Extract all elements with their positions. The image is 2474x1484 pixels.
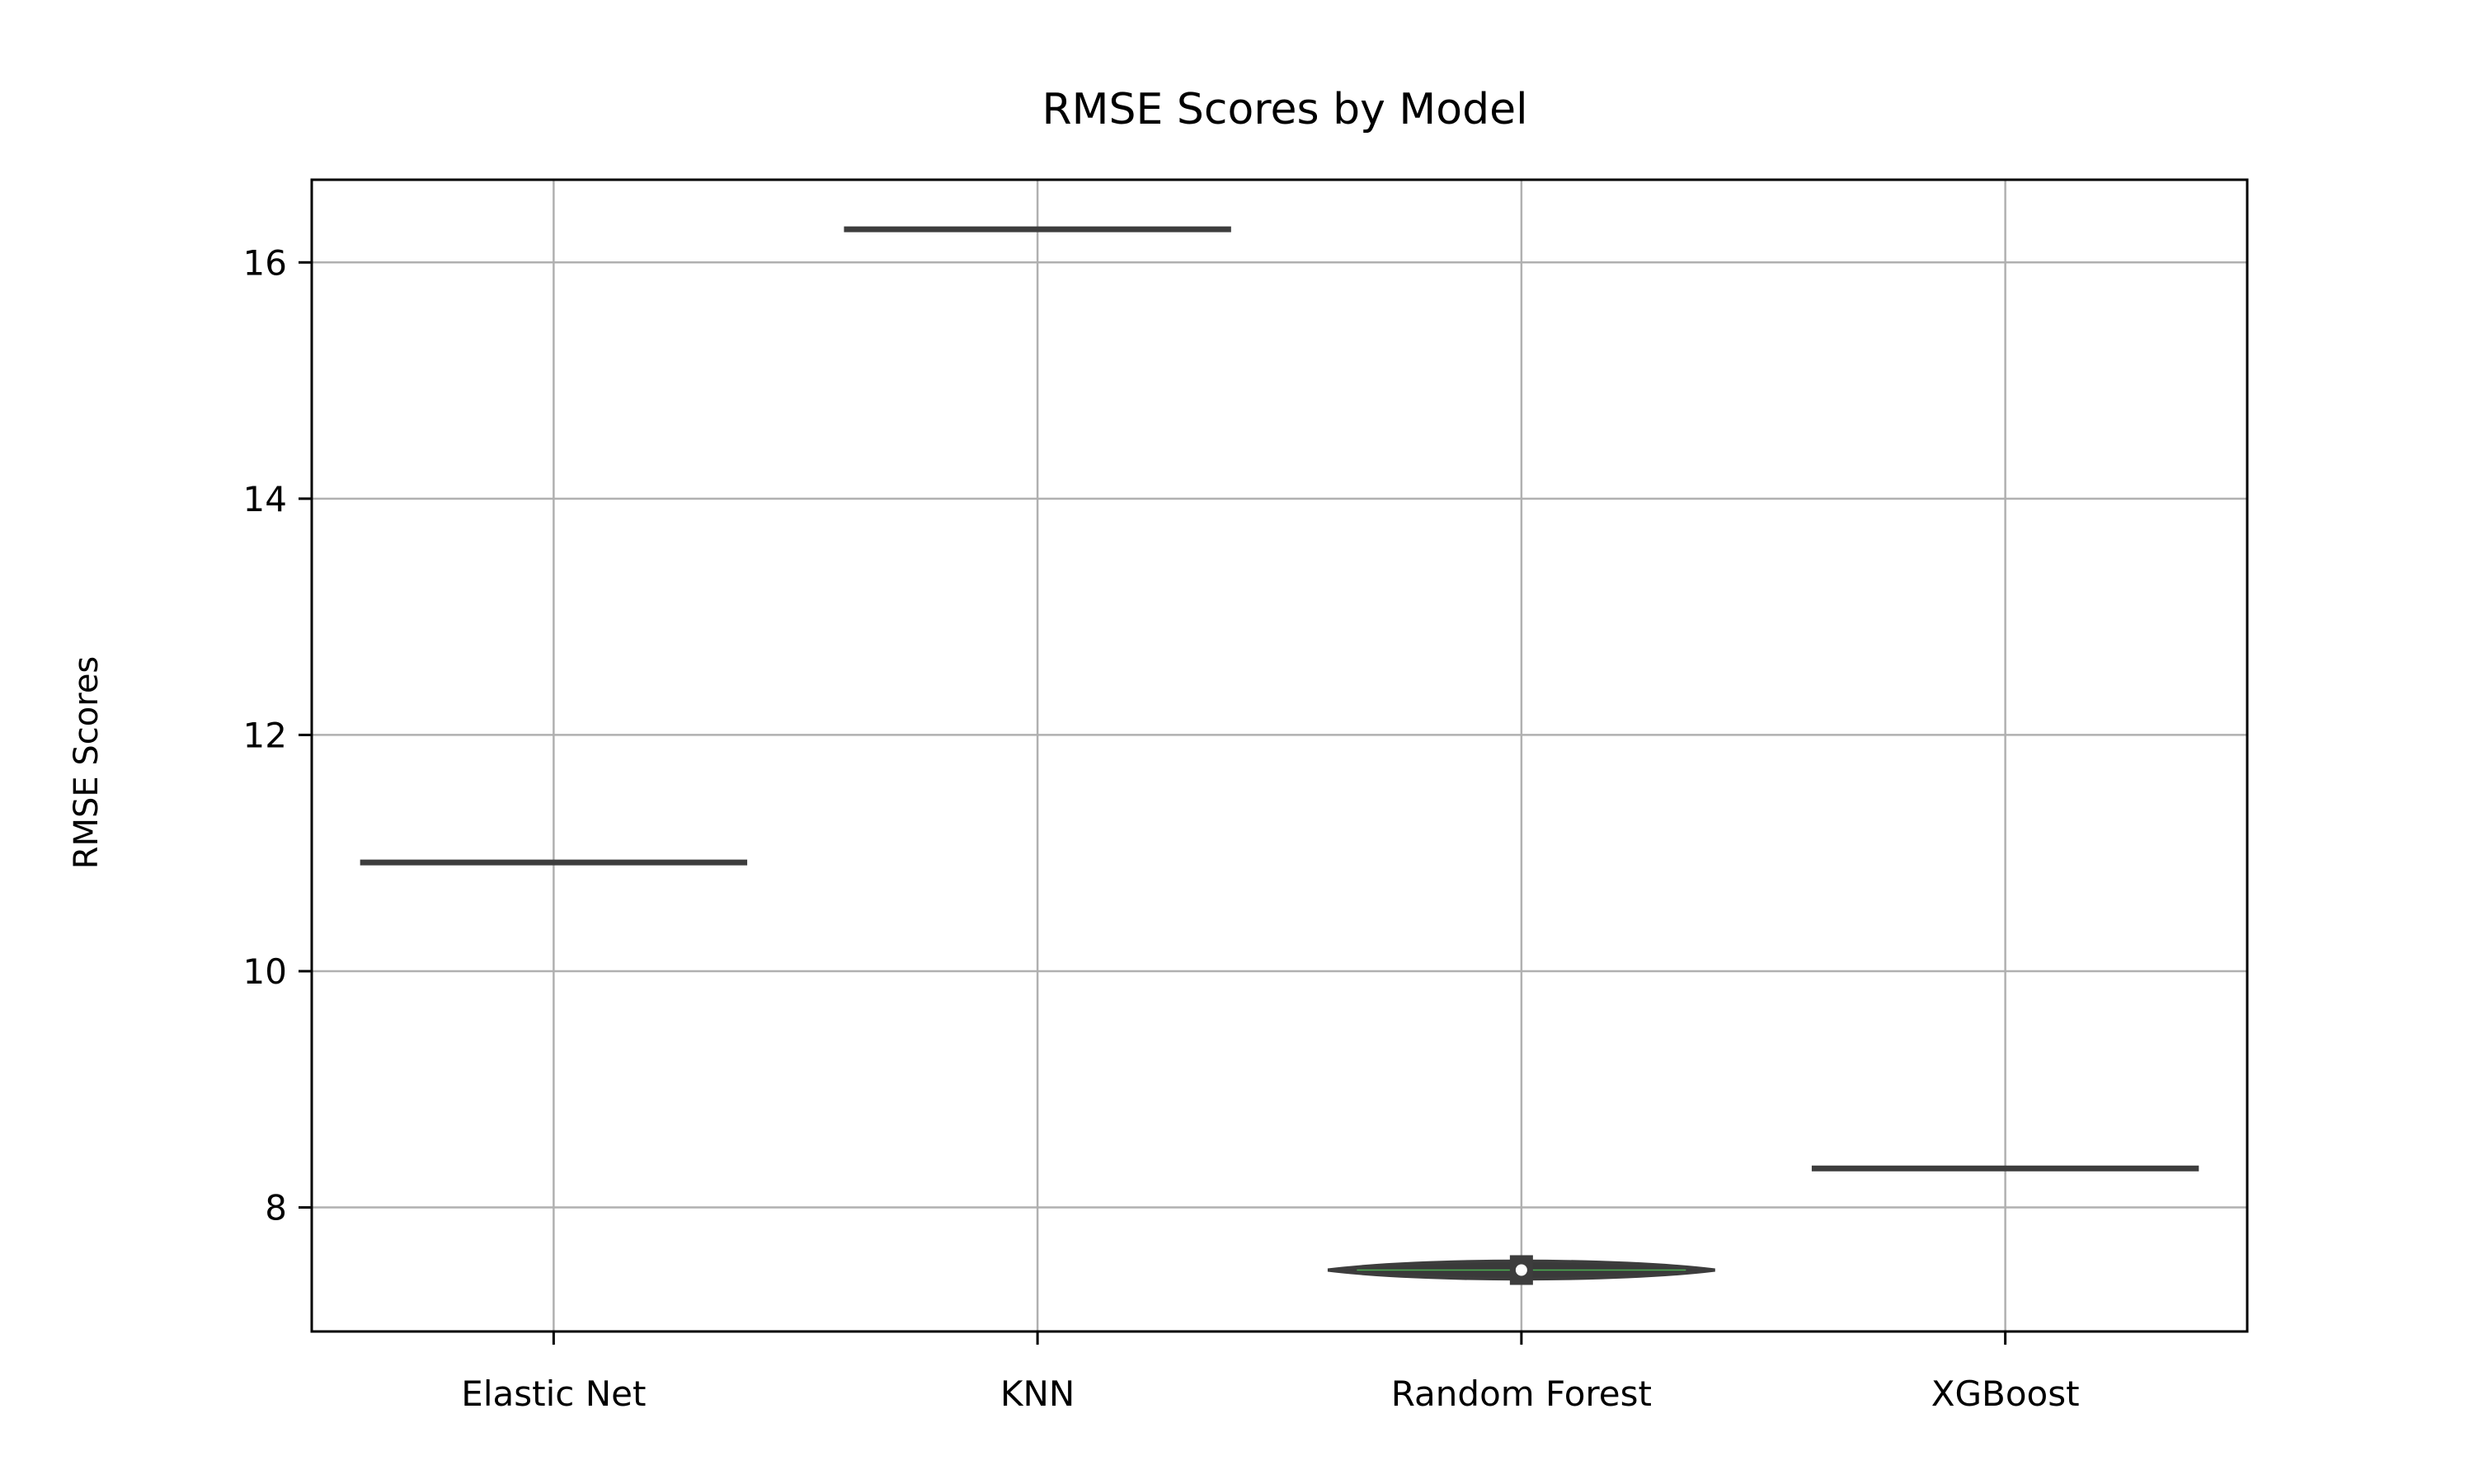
y-tick: 12 [243, 715, 312, 755]
x-tick: XGBoost [1931, 1331, 2080, 1414]
chart-title: RMSE Scores by Model [1042, 85, 1527, 134]
x-tick: Random Forest [1391, 1331, 1652, 1414]
y-axis-label: RMSE Scores [68, 656, 106, 870]
x-tick-label: XGBoost [1931, 1374, 2080, 1414]
y-axis-ticks: 8 10 12 14 16 [243, 242, 312, 1228]
plot-frame [310, 178, 2249, 1333]
y-tick: 14 [243, 479, 312, 519]
x-tick-label: KNN [1000, 1374, 1075, 1414]
grid-lines [312, 180, 2247, 1331]
x-tick-label: Elastic Net [461, 1374, 646, 1414]
y-tick: 16 [243, 242, 312, 283]
violin-marks [360, 226, 2199, 1285]
y-tick: 10 [243, 951, 312, 992]
violin-median-marker [1515, 1264, 1527, 1276]
y-tick-label: 12 [243, 715, 287, 755]
x-tick: Elastic Net [461, 1331, 646, 1414]
x-axis-ticks: Elastic Net KNN Random Forest XGBoost [461, 1331, 2080, 1414]
x-tick: KNN [1000, 1331, 1075, 1414]
y-tick-label: 10 [243, 951, 287, 992]
y-tick-label: 14 [243, 479, 287, 519]
x-tick-label: Random Forest [1391, 1374, 1652, 1414]
y-tick-label: 8 [265, 1188, 287, 1228]
y-tick: 8 [265, 1188, 312, 1228]
y-tick-label: 16 [243, 242, 287, 283]
